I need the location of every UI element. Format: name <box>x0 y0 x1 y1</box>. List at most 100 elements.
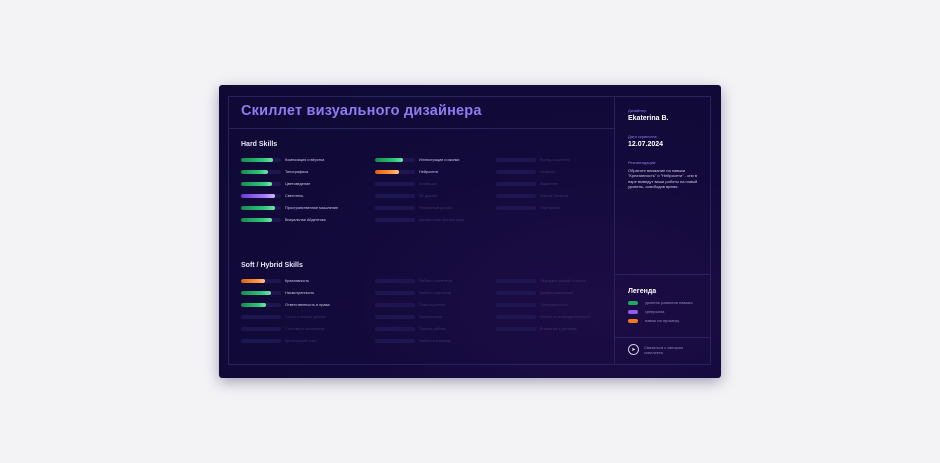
skill-label: Визуальная Айдентика <box>285 218 326 222</box>
soft-skill-row: Ответственность и права <box>241 302 330 308</box>
skill-label: Светотень <box>285 194 304 198</box>
soft-skill-row: Пунктуальность <box>496 302 568 308</box>
soft-skill-row: Системное мышление <box>241 326 325 332</box>
soft-skill-row: Работа в команде <box>375 338 451 344</box>
skill-level-fill <box>241 303 266 307</box>
skill-level-bar <box>375 182 415 186</box>
skill-level-bar <box>496 315 536 319</box>
skillset-card: Скиллет визуального дизайнера Hard Skill… <box>219 85 721 378</box>
hard-skill-row: Знание бизнеса <box>496 193 568 199</box>
skill-label: Самообучение <box>419 303 446 307</box>
skill-label: Оценка работы <box>419 327 447 331</box>
skill-label: Нейросети <box>419 170 438 174</box>
soft-skill-row: Поиск и анализ данных <box>241 314 326 320</box>
date-label: Дата скрининга: <box>628 134 658 139</box>
skill-level-bar <box>375 206 415 210</box>
skill-level-bar <box>375 303 415 307</box>
hard-skill-row: Композиция и вёрстка <box>241 157 324 163</box>
soft-skill-row: Работа с клиентом <box>375 278 452 284</box>
skill-level-bar <box>241 182 281 186</box>
soft-skill-row: Критический опыт <box>241 338 317 344</box>
contact-author-link[interactable]: ➤ Связаться с автором скиллсета <box>628 344 692 355</box>
skill-level-bar <box>496 303 536 307</box>
skill-level-fill <box>241 194 275 198</box>
skill-level-fill <box>241 158 273 162</box>
hard-skill-row: Рекламный дизайн <box>375 205 453 211</box>
skill-level-bar <box>375 279 415 283</box>
skill-label: Пространственное мышление <box>285 206 339 210</box>
skill-label: Передача знаний и опыта <box>540 279 586 283</box>
skill-label: Типографика <box>285 170 309 174</box>
skill-level-bar <box>496 194 536 198</box>
skill-level-bar <box>241 303 281 307</box>
skill-level-bar <box>375 291 415 295</box>
skill-level-bar <box>375 339 415 343</box>
skill-label: Работа с критикой <box>419 291 452 295</box>
recommendations-text: Обратите внимание на навыки "Креативност… <box>628 168 698 190</box>
soft-skill-row: Самообучение <box>375 302 445 308</box>
telegram-icon: ➤ <box>628 344 639 355</box>
skill-label: Внимание к деталям <box>540 327 577 331</box>
hard-skill-row: Портфолио <box>496 205 560 211</box>
legend-title: Легенда <box>628 288 657 295</box>
skill-level-fill <box>241 170 269 174</box>
skill-label: Работа в неопределённости <box>540 315 590 319</box>
skill-level-bar <box>375 194 415 198</box>
skill-level-bar <box>375 158 415 162</box>
skill-level-bar <box>241 158 281 162</box>
skill-label: Работа в команде <box>419 339 451 343</box>
skill-level-fill <box>241 218 273 222</box>
screening-date: 12.07.2024 <box>628 141 664 148</box>
skill-level-bar <box>375 315 415 319</box>
skill-level-bar <box>241 279 281 283</box>
divider <box>614 274 711 275</box>
skill-level-bar <box>496 291 536 295</box>
skill-level-bar <box>241 218 281 222</box>
designer-label: Дизайнер: <box>628 108 648 113</box>
skill-label: Системное мышление <box>285 327 325 331</box>
skill-label: Нейминг <box>540 170 556 174</box>
hard-skill-row: Анимация <box>375 181 437 187</box>
skill-level-bar <box>375 218 415 222</box>
skill-level-bar <box>241 339 281 343</box>
skill-label: Презентация <box>419 315 442 319</box>
soft-skill-row: Работа с критикой <box>375 290 451 296</box>
skill-label: Дизайн-мышление <box>540 291 574 295</box>
skill-label: Рекламный дизайн <box>419 206 453 210</box>
skill-level-bar <box>241 194 281 198</box>
skill-label: Пунктуальность <box>540 303 569 307</box>
hard-skill-row: 3D-дизайн <box>375 193 438 199</box>
skill-label: Бренд-стратегия <box>540 158 570 162</box>
skill-level-bar <box>241 291 281 295</box>
skill-level-fill <box>241 279 265 283</box>
skill-label: Динамичная презентация <box>419 218 465 222</box>
skill-level-bar <box>496 206 536 210</box>
soft-skill-row: Креативность <box>241 278 309 284</box>
hard-skill-row: Нейросети <box>375 169 438 175</box>
skill-label: Композиция и вёрстка <box>285 158 325 162</box>
page-title: Скиллет визуального дизайнера <box>241 103 482 119</box>
skill-label: Цветоведение <box>285 182 311 186</box>
legend-item-level: уровень развития навыка <box>628 300 693 305</box>
skill-level-bar <box>496 279 536 283</box>
hard-skill-row: Динамичная презентация <box>375 217 464 223</box>
hard-skill-row: Бренд-стратегия <box>496 157 569 163</box>
skill-level-fill <box>241 206 275 210</box>
skill-level-bar <box>496 327 536 331</box>
divider <box>614 337 711 338</box>
divider <box>228 128 614 129</box>
skill-label: 3D-дизайн <box>419 194 438 198</box>
skill-label: Портфолио <box>540 206 561 210</box>
soft-skill-row: Оценка работы <box>375 326 446 332</box>
skill-label: Анимация <box>419 182 437 186</box>
soft-skill-row: Работа в неопределённости <box>496 314 590 320</box>
soft-skill-row: Дизайн-мышление <box>496 290 573 296</box>
soft-skill-row: Внимание к деталям <box>496 326 576 332</box>
card-frame <box>228 96 711 365</box>
skill-label: Ответственность и права <box>285 303 330 307</box>
skill-label: Иллюстрации и иконки <box>419 158 460 162</box>
skill-level-fill <box>375 170 399 174</box>
hard-skill-row: Светотень <box>241 193 303 199</box>
skill-level-bar <box>496 170 536 174</box>
hard-skills-heading: Hard Skills <box>241 141 278 148</box>
